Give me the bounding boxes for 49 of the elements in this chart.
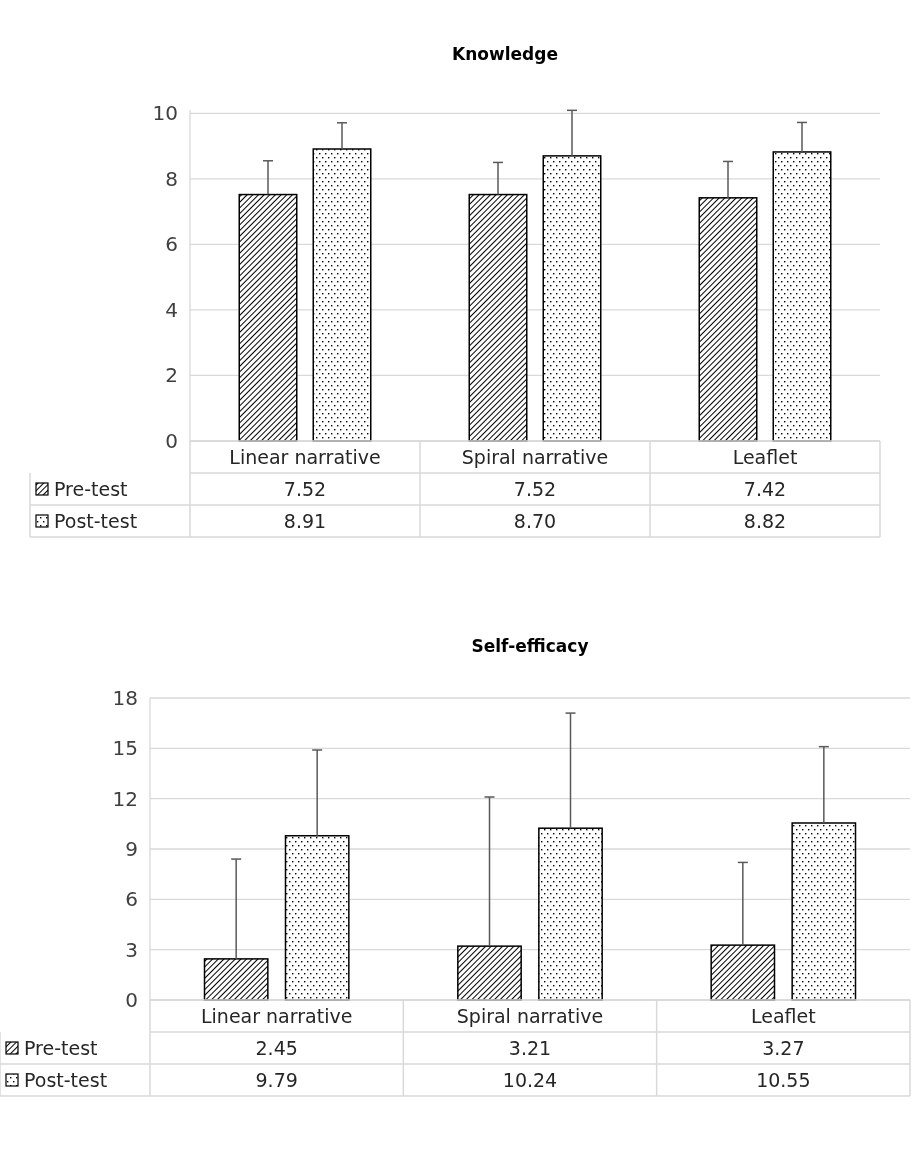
data-label: 3.27 (762, 1036, 805, 1059)
chart-title: Self-efficacy (471, 636, 589, 656)
chart-title: Knowledge (452, 44, 558, 64)
y-tick-label: 9 (125, 837, 138, 861)
data-label: 2.45 (255, 1036, 298, 1059)
y-tick-label: 3 (125, 937, 138, 962)
legend-label: Post-test (24, 1068, 108, 1091)
data-label: 10.55 (756, 1068, 811, 1091)
y-tick-label: 0 (165, 429, 178, 453)
data-label: 10.24 (502, 1068, 558, 1091)
x-tick-label: Leaflet (732, 445, 798, 468)
bar (791, 822, 857, 1001)
legend-label: Post-test (54, 509, 138, 532)
data-label: 7.52 (513, 477, 557, 500)
y-tick-label: 15 (112, 736, 138, 761)
bar (710, 944, 776, 1001)
x-tick-label: Leaflet (750, 1004, 816, 1027)
bar (457, 945, 522, 1001)
y-tick-label: 12 (112, 786, 138, 811)
y-tick-label: 10 (152, 101, 178, 126)
bar (312, 148, 372, 442)
bar (698, 197, 758, 442)
legend-label: Pre-test (54, 477, 128, 500)
bar (542, 155, 602, 442)
data-label: 3.21 (508, 1036, 552, 1059)
x-tick-label: Spiral narrative (461, 445, 609, 468)
x-tick-label: Linear narrative (229, 445, 381, 468)
x-tick-label: Spiral narrative (456, 1004, 604, 1027)
y-tick-label: 2 (165, 363, 178, 388)
legend-label: Pre-test (24, 1036, 98, 1059)
data-label: 9.79 (255, 1068, 298, 1091)
y-tick-label: 6 (165, 232, 178, 257)
bar (772, 151, 832, 442)
data-label: 7.42 (743, 477, 787, 500)
data-label: 7.52 (283, 477, 327, 500)
x-tick-label: Linear narrative (200, 1004, 353, 1027)
data-label: 8.91 (283, 509, 327, 532)
y-tick-label: 6 (125, 887, 138, 912)
bar (468, 193, 528, 442)
data-label: 8.82 (743, 509, 787, 532)
y-tick-label: 18 (112, 686, 138, 710)
y-tick-label: 0 (125, 988, 138, 1012)
data-label: 8.70 (513, 509, 557, 532)
bar (238, 193, 298, 442)
bar (538, 827, 603, 1001)
y-tick-label: 8 (165, 166, 178, 191)
bar (203, 958, 269, 1001)
y-tick-label: 4 (165, 297, 178, 322)
bar (284, 835, 350, 1001)
